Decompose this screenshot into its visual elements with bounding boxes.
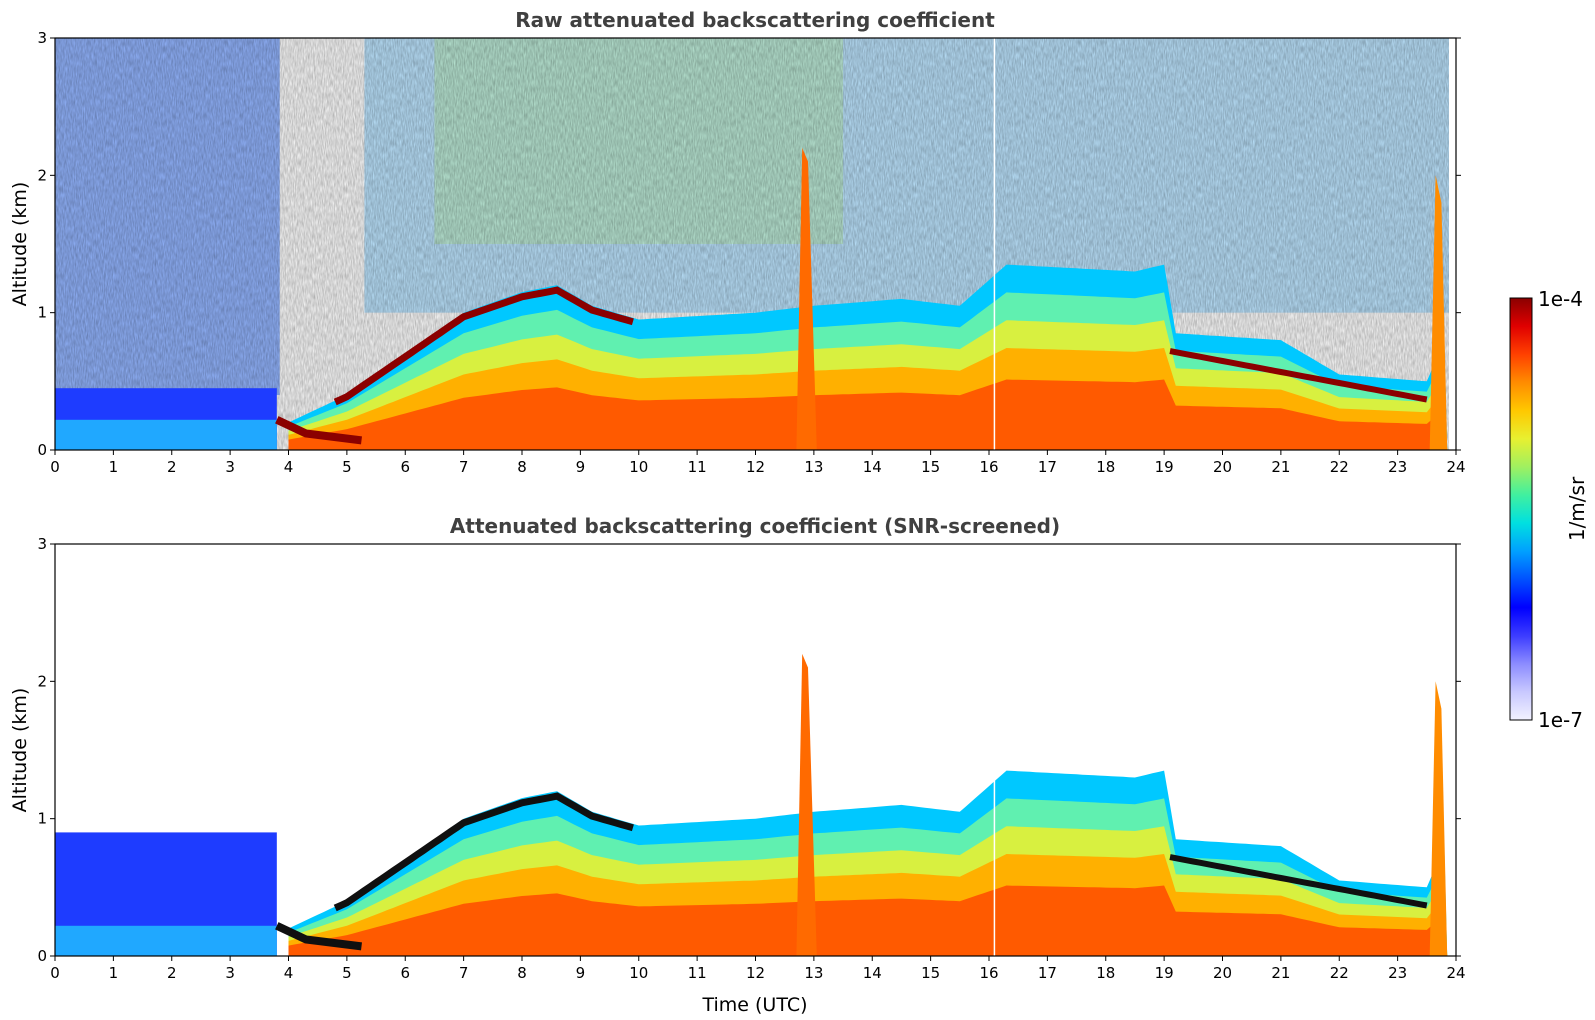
- colorbar-max-label: 1e-4: [1538, 287, 1583, 311]
- x-tick-label: 16: [979, 964, 998, 982]
- data-gap: [993, 38, 996, 450]
- panel1-ylabel: Altitude (km): [9, 182, 31, 307]
- cloud-layer-line: [333, 286, 634, 406]
- x-tick-label: 6: [400, 964, 410, 982]
- x-tick-label: 10: [629, 964, 648, 982]
- x-tick-label: 11: [688, 458, 707, 476]
- x-tick-label: 4: [284, 458, 294, 476]
- panel1-heatmap: [55, 38, 1456, 450]
- x-tick-label: 8: [517, 964, 527, 982]
- y-tick-label: 1: [37, 304, 47, 322]
- cloud-layer-line: [333, 792, 634, 912]
- x-tick-label: 18: [1096, 458, 1115, 476]
- x-tick-label: 13: [804, 964, 823, 982]
- surface-layer: [55, 419, 277, 450]
- x-tick-label: 18: [1096, 964, 1115, 982]
- x-tick-label: 17: [1038, 964, 1057, 982]
- x-tick-label: 1: [109, 458, 119, 476]
- x-tick-label: 5: [342, 458, 352, 476]
- x-tick-label: 15: [921, 964, 940, 982]
- x-tick-label: 6: [400, 458, 410, 476]
- x-tick-label: 21: [1271, 964, 1290, 982]
- y-tick-label: 0: [37, 947, 47, 965]
- y-tick-label: 3: [37, 535, 47, 553]
- x-tick-label: 2: [167, 964, 177, 982]
- x-tick-label: 12: [746, 964, 765, 982]
- x-tick-label: 3: [225, 458, 235, 476]
- x-tick-label: 22: [1330, 458, 1349, 476]
- y-tick-label: 1: [37, 810, 47, 828]
- panel2-heatmap: [55, 544, 1456, 956]
- x-tick-label: 7: [459, 458, 469, 476]
- low-cloud-line: [275, 416, 362, 445]
- plume-spike: [1429, 681, 1448, 956]
- plume-spike: [1429, 175, 1448, 450]
- x-tick-label: 8: [517, 458, 527, 476]
- x-tick-label: 20: [1213, 964, 1232, 982]
- x-tick-label: 3: [225, 964, 235, 982]
- x-tick-label: 12: [746, 458, 765, 476]
- no-data: [1448, 544, 1456, 956]
- panel1-title: Raw attenuated backscattering coefficien…: [515, 8, 995, 32]
- x-tick-label: 9: [576, 964, 586, 982]
- y-tick-label: 2: [37, 672, 47, 690]
- x-tick-label: 9: [576, 458, 586, 476]
- panel2-axes: 0 1 2 3 4 5 6 7 8 9 10 11 12 13 14 15 16 17 18 19 20 21 22 23 24…: [37, 535, 1465, 982]
- y-tick-label: 3: [37, 29, 47, 47]
- aerosol-band-4: [288, 885, 1448, 956]
- x-tick-label: 22: [1330, 964, 1349, 982]
- x-tick-label: 23: [1388, 458, 1407, 476]
- x-tick-label: 24: [1446, 458, 1465, 476]
- x-tick-label: 4: [284, 964, 294, 982]
- x-tick-label: 21: [1271, 458, 1290, 476]
- no-data: [1448, 38, 1456, 450]
- x-tick-label: 19: [1155, 458, 1174, 476]
- evening-cloud-line: [1169, 348, 1428, 403]
- colorbar-unit-label: 1/m/sr: [1565, 476, 1589, 541]
- surface-layer: [55, 925, 277, 956]
- evening-cloud-line: [1169, 854, 1428, 909]
- y-tick-label: 2: [37, 166, 47, 184]
- x-tick-label: 15: [921, 458, 940, 476]
- plume-spike: [796, 147, 817, 450]
- x-tick-label: 20: [1213, 458, 1232, 476]
- x-tick-label: 19: [1155, 964, 1174, 982]
- x-tick-label: 23: [1388, 964, 1407, 982]
- panel2-ylabel: Altitude (km): [9, 688, 31, 813]
- colorbar-gradient: [1509, 297, 1533, 721]
- low-cloud-line: [275, 922, 362, 951]
- x-tick-label: 7: [459, 964, 469, 982]
- x-tick-label: 13: [804, 458, 823, 476]
- x-tick-label: 10: [629, 458, 648, 476]
- x-tick-label: 2: [167, 458, 177, 476]
- aerosol-band-4: [288, 379, 1448, 450]
- x-tick-label: 5: [342, 964, 352, 982]
- x-tick-label: 11: [688, 964, 707, 982]
- x-tick-label: 16: [979, 458, 998, 476]
- x-tick-label: 24: [1446, 964, 1465, 982]
- y-tick-label: 0: [37, 441, 47, 459]
- colorbar-min-label: 1e-7: [1538, 708, 1583, 732]
- x-tick-label: 1: [109, 964, 119, 982]
- x-tick-label: 0: [50, 964, 60, 982]
- x-tick-label: 14: [863, 964, 882, 982]
- x-axis-label: Time (UTC): [701, 994, 807, 1016]
- x-tick-label: 17: [1038, 458, 1057, 476]
- x-tick-label: 0: [50, 458, 60, 476]
- x-tick-label: 14: [863, 458, 882, 476]
- panel1-axes: 0 1 2 3 4 5 6 7 8 9 10 11 12 13 14 15 16 17 18 19 20 21 22 23 24…: [37, 29, 1465, 476]
- colorbar: 1e-4 1e-7 1/m/sr: [1509, 287, 1589, 732]
- panel2-title: Attenuated backscattering coefficient (S…: [450, 514, 1060, 538]
- data-gap: [993, 544, 996, 956]
- plume-spike: [796, 653, 817, 956]
